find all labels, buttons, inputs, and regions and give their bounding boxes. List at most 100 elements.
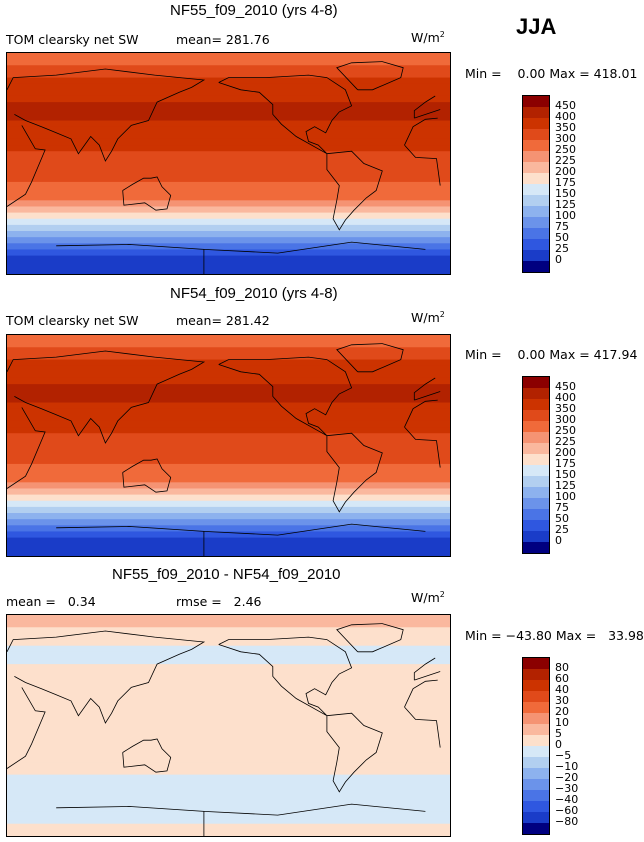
colorbar-tick-label: 0 [555,253,562,266]
zonal-band [7,224,450,232]
colorbar-cell [523,173,549,184]
zonal-band [7,71,450,79]
zonal-band [7,132,450,140]
zonal-band [7,725,450,733]
zonal-band [7,145,450,152]
zonal-band [7,786,450,794]
zonal-band [7,451,450,459]
coastline [326,432,383,513]
coastline [218,74,353,155]
colorbar-cell [523,713,549,724]
zonal-band [7,120,450,128]
colorbar-cell [523,195,549,206]
zonal-band [7,700,450,708]
zonal-band [7,519,450,526]
colorbar-cell [523,498,549,509]
colorbar-cell [523,691,549,702]
zonal-band [7,639,450,647]
zonal-band [7,670,450,677]
colorbar-tick-label: 150 [555,468,576,481]
colorbar-cell [523,454,549,465]
zonal-band [7,513,450,520]
coastline [7,68,441,162]
zonal-band [7,377,450,385]
colorbar-cell [523,542,549,553]
colorbar-tick-label: 400 [555,110,576,123]
zonal-band [7,719,450,726]
zonal-band [7,175,450,183]
zonal-band [7,59,450,66]
zonal-band [7,621,450,628]
zonal-band [7,633,450,641]
zonal-band [7,427,450,434]
panel-1-units: W/m2 [411,30,445,46]
coastline [122,738,172,773]
zonal-band [7,731,450,739]
zonal-band [7,218,450,226]
colorbar-cell [523,377,549,388]
zonal-band [7,114,450,122]
colorbar-cell [523,206,549,217]
colorbar-tick-label: 450 [555,99,576,112]
colorbar-tick-label: 300 [555,413,576,426]
colorbar-tick-label: 250 [555,424,576,437]
panel-1-mean: mean= 281.76 [176,32,270,47]
zonal-band [7,482,450,489]
zonal-band [7,470,450,477]
zonal-band [7,396,450,404]
zonal-band [7,341,450,348]
zonal-band [7,206,450,214]
colorbar-tick-label: 125 [555,479,576,492]
panel-3-minmax: Min = −43.80 Max = 33.98 [465,628,644,643]
panel-1-map [6,52,451,275]
zonal-band [7,793,450,800]
colorbar-tick-label: 175 [555,457,576,470]
zonal-band [7,108,450,115]
panel-3-units: W/m2 [411,590,445,606]
colorbar-cell [523,487,549,498]
colorbar-cell [523,432,549,443]
colorbar-tick-label: 100 [555,209,576,222]
zonal-band [7,494,450,502]
panel-1-colorbar-ticks: 450 400 350 300 250 225 200 175 150 125 100 75 50 25 0 [555,100,576,265]
panel-3-colorbar-ticks: 80 60 40 30 20 10 5 0 −5 −10 −20 −30 −40 −60 −80 [555,662,578,827]
zonal-band [7,243,450,250]
zonal-band [7,799,450,806]
panel-2-colorbar-ticks: 450 400 350 300 250 225 200 175 150 125 100 75 50 25 0 [555,381,576,546]
colorbar-tick-label: 5 [555,727,562,740]
coastline [218,636,353,717]
zonal-band [7,537,450,545]
zonal-band [7,525,450,532]
coastline [7,350,441,444]
zonal-band [7,65,450,72]
panel-3-map-svg [7,615,450,836]
coastline [7,399,441,489]
colorbar-cell [523,261,549,272]
panel-3-rmse: rmse = 2.46 [176,594,262,609]
zonal-band [7,102,450,109]
coastline [122,176,172,211]
panel-1-title: NF55_f09_2010 (yrs 4-8) [170,2,338,19]
zonal-band [7,457,450,465]
panel-2-units: W/m2 [411,310,445,326]
zonal-band [7,811,450,819]
colorbar-tick-label: 250 [555,143,576,156]
coastline [56,523,426,556]
zonal-band [7,657,450,665]
colorbar-cell [523,702,549,713]
colorbar-cell [523,443,549,454]
colorbar-cell [523,228,549,239]
zonal-band [7,261,450,269]
colorbar-cell [523,658,549,669]
panel-3-colorbar [522,657,550,835]
zonal-band [7,237,450,244]
zonal-band [7,138,450,146]
coastline [326,150,383,231]
zonal-band [7,390,450,397]
coastline [56,803,426,836]
colorbar-tick-label: 30 [555,694,569,707]
colorbar-cell [523,250,549,261]
colorbar-tick-label: 75 [555,501,569,514]
colorbar-tick-label: −80 [555,815,579,828]
zonal-band [7,500,450,508]
